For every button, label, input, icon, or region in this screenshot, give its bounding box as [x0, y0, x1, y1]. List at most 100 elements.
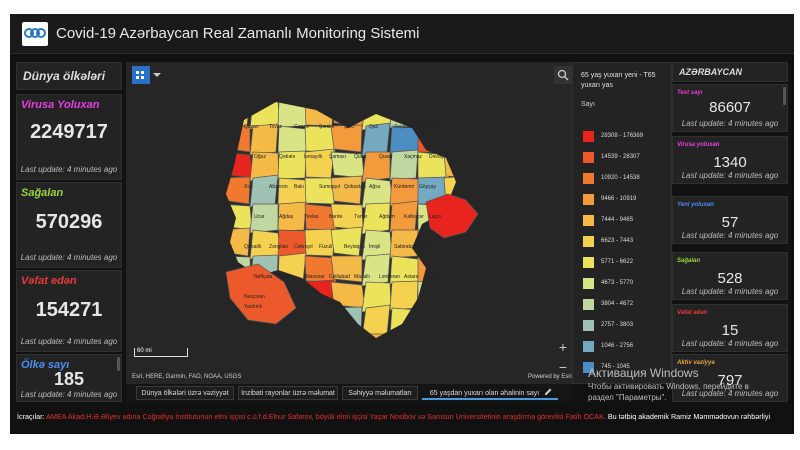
legend-label: 1046 - 2756	[601, 343, 634, 349]
legend-label: 14539 - 28307	[601, 154, 640, 160]
powered-by-esri[interactable]: Powered by Esri	[528, 374, 572, 380]
azerbaijan-map[interactable]: Qazax Tovuz Gəncə Şəmkir Şəki Qax Zaqatala Bala…	[126, 62, 572, 384]
map-region[interactable]	[330, 100, 366, 127]
map-region[interactable]	[443, 305, 474, 335]
map-region[interactable]	[417, 278, 447, 309]
map-region[interactable]	[417, 97, 447, 127]
map-region[interactable]	[277, 201, 307, 232]
map-region[interactable]	[218, 203, 253, 231]
app-header: Covid-19 Azərbaycan Real Zamanlı Monitor…	[10, 14, 794, 54]
map-region[interactable]	[277, 177, 309, 206]
credits-authors: AMEA Akad.H.Ə.Əliyev adına Coğrafiya İns…	[46, 412, 606, 421]
map-region[interactable]	[218, 151, 254, 179]
map-region[interactable]	[361, 253, 391, 287]
credits-suffix: Bu tətbiq akademik Ramiz Məmmədovun rəhb…	[607, 412, 771, 421]
windows-watermark-title: Активация Windows	[588, 366, 699, 380]
map-view[interactable]: Qazax Tovuz Gəncə Şəmkir Şəki Qax Zaqatala Bala…	[126, 62, 572, 384]
map-region-label: İsmayıllı	[304, 153, 322, 160]
map-region[interactable]	[330, 175, 363, 205]
map-region[interactable]	[304, 228, 335, 257]
legend-label: 7444 - 9465	[601, 217, 634, 223]
map-region[interactable]	[361, 333, 391, 364]
map-region[interactable]	[361, 202, 391, 235]
layer-list-button[interactable]	[132, 66, 150, 84]
map-region[interactable]	[330, 281, 366, 309]
map-region[interactable]	[330, 226, 363, 257]
map-region[interactable]	[304, 279, 335, 309]
map-region-label: Ağdam	[379, 214, 395, 220]
map-region[interactable]	[330, 306, 363, 335]
map-region[interactable]	[443, 100, 476, 127]
map-region-label: Tərtər	[354, 214, 368, 220]
map-region-label: Biləsuvar	[304, 274, 325, 280]
legend-swatch	[583, 131, 594, 142]
map-region[interactable]	[304, 330, 335, 360]
map-region[interactable]	[218, 97, 251, 127]
legend-item: 6623 - 7443	[583, 236, 671, 250]
map-region[interactable]	[277, 332, 307, 361]
map-region[interactable]	[389, 280, 419, 311]
pencil-icon[interactable]	[544, 387, 553, 396]
az-new-value: 57	[721, 214, 739, 231]
layer-dropdown[interactable]	[151, 66, 169, 84]
tab-world-countries[interactable]: Dünya ölkələri üzrə vəziyyət	[136, 386, 234, 400]
map-region[interactable]	[218, 227, 251, 257]
map-region[interactable]	[443, 151, 475, 179]
az-scrollbar[interactable]	[783, 87, 786, 105]
map-search-button[interactable]	[554, 66, 572, 84]
map-region-label: Kürdəmir	[394, 184, 415, 190]
zoom-out-button[interactable]: −	[558, 359, 568, 375]
legend-label: 28308 - 176369	[601, 133, 644, 139]
map-region[interactable]	[330, 333, 365, 360]
map-region[interactable]	[417, 333, 450, 360]
tab-population-65[interactable]: 65 yaşdan yuxarı olan əhalinin sayı	[422, 386, 558, 400]
map-region[interactable]	[304, 177, 335, 205]
az-infected-update: Last update: 4 minutes ago	[681, 171, 779, 180]
world-deaths-label: Vəfat edən	[21, 275, 77, 287]
tab-health-data[interactable]: Səhiyyə məlumatları	[342, 386, 418, 400]
map-region[interactable]	[330, 255, 363, 283]
legend-label: 4673 - 5770	[601, 280, 634, 286]
legend-label: 6623 - 7443	[601, 238, 634, 244]
map-region[interactable]	[277, 125, 310, 154]
map-region[interactable]	[304, 98, 335, 127]
map-region[interactable]	[249, 333, 280, 363]
legend-swatch	[583, 215, 594, 226]
map-region[interactable]	[249, 123, 279, 156]
az-new-label: Yeni yoluxan	[677, 202, 714, 208]
map-legend: 65 yaş yuxarı yeni - T65 yuxarı yas Sayı…	[572, 62, 672, 384]
legend-label: 5771 - 6622	[601, 259, 634, 265]
map-region[interactable]	[304, 307, 336, 335]
az-new-update: Last update: 4 minutes ago	[681, 231, 779, 240]
map-region-absheron[interactable]	[425, 193, 479, 239]
map-region[interactable]	[389, 149, 419, 181]
map-region[interactable]	[304, 255, 337, 283]
map-region-label: Qax	[369, 124, 379, 130]
world-countries-scrollbar[interactable]	[117, 357, 120, 371]
world-infected-label: Virusa Yoluxan	[21, 99, 100, 111]
map-region[interactable]	[389, 307, 421, 337]
tab-admin-regions[interactable]: İnzibati rayonlar üzrə məlumat	[238, 386, 338, 400]
map-region[interactable]	[277, 100, 307, 128]
tab-population-65-label: 65 yaşdan yuxarı olan əhalinin sayı	[429, 390, 540, 397]
zoom-in-button[interactable]: +	[558, 339, 568, 355]
map-region[interactable]	[443, 123, 474, 153]
world-infected-value: 2249717	[30, 121, 108, 143]
legend-item: 1046 - 2756	[583, 341, 671, 355]
map-region[interactable]	[249, 174, 279, 208]
windows-watermark-line1: Чтобы активировать Windows, перейдите в	[588, 382, 749, 391]
map-region-naxcivan[interactable]	[225, 263, 297, 325]
map-region[interactable]	[361, 304, 391, 338]
world-recovered-update: Last update: 4 minutes ago	[20, 253, 118, 262]
map-region[interactable]	[443, 333, 475, 360]
map-region-label: Naxçıvan	[244, 294, 265, 300]
map-region-label: Cəbrayıl	[294, 244, 313, 250]
map-region[interactable]	[218, 176, 251, 205]
map-region[interactable]	[389, 125, 421, 155]
legend-item: 7444 - 9465	[583, 215, 671, 229]
map-region[interactable]	[389, 331, 419, 362]
map-region[interactable]	[218, 333, 254, 360]
map-region[interactable]	[417, 307, 447, 335]
map-region[interactable]	[443, 281, 476, 309]
map-region[interactable]	[443, 254, 474, 283]
